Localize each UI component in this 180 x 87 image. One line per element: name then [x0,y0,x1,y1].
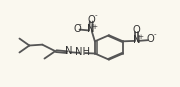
Text: O: O [132,25,140,35]
Text: -: - [79,21,81,27]
Text: O: O [87,15,95,25]
Text: NH: NH [75,47,90,56]
Text: N: N [87,24,94,34]
Text: O: O [146,35,154,44]
Text: N: N [65,46,73,56]
Text: +: + [91,24,97,29]
Text: O: O [74,24,81,34]
Text: -: - [94,12,97,18]
Text: N: N [133,35,140,45]
Text: -: - [154,32,156,37]
Text: +: + [137,34,143,40]
